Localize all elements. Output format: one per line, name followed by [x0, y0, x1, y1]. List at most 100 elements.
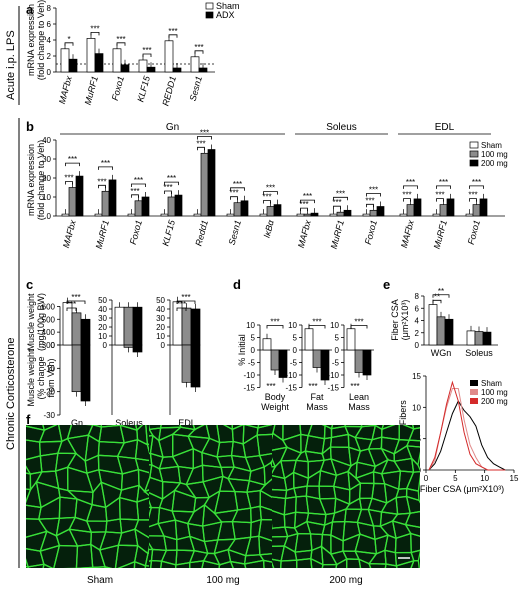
panel-d-y-tick-label: 5 [293, 334, 298, 343]
muscle-fiber-outline [229, 560, 247, 568]
panel-c-y-top-tick-label: 20 [98, 323, 107, 332]
panel-b-bar-100mg [406, 204, 415, 217]
panel-c-sig-stars: *** [177, 300, 186, 309]
panel-d-bar-sham [346, 328, 356, 351]
muscle-fiber-outline [53, 544, 79, 568]
panel-b-bar-sham [296, 213, 305, 217]
panel-a-sig-stars: *** [116, 35, 125, 44]
panel-d-y-tick-label: -10 [285, 371, 297, 380]
muscle-fiber-outline [346, 558, 362, 568]
panel-a-sig-bracket [168, 34, 178, 38]
panel-e-hist-legend-swatch-100mg [470, 389, 478, 395]
panel-d-sig-low: *** [266, 382, 275, 391]
panel-b-category-label: Foxo1 [128, 219, 144, 246]
panel-b-bar-sham [465, 213, 474, 217]
panel-b-sig-stars: *** [163, 183, 172, 192]
panel-a-sig-bracket [64, 42, 74, 46]
panel-d-sig-stars: *** [354, 318, 363, 327]
panel-c-pct-bar-200mg [80, 344, 91, 402]
panel-b-sig-stars: *** [439, 178, 448, 187]
panel-a-legend-label-sham: Sham [216, 1, 240, 11]
panel-a-category-label: KLF15 [135, 74, 152, 103]
panel-d-y-tick-label: -15 [327, 384, 339, 393]
panel-e-y-tick-label: 0 [415, 341, 420, 350]
panel-c-y-bottom-tick-label: -10 [43, 364, 55, 373]
panel-c-weight-bar-100mg [71, 312, 82, 346]
panel-b-bar-sham [193, 213, 202, 217]
muscle-fiber-outline [201, 560, 221, 568]
panel-e-bar-200mg [444, 318, 454, 346]
panel-b-sig-bracket [403, 198, 411, 202]
panel-b-sig-bracket [98, 184, 106, 189]
panel-d-y-tick-label: 5 [335, 334, 340, 343]
panel-b-sig-bracket [197, 136, 212, 140]
muscle-fiber-outline [133, 560, 147, 568]
panel-a-category-label: Sesn1 [188, 75, 204, 102]
muscle-fiber-outline [395, 559, 415, 568]
panel-a-chart: mRNA expression(fold change to Veh) 0 2 4 6 8… [26, 0, 240, 107]
panel-c-sig-bracket [176, 300, 196, 304]
panel-b-sig-stars: *** [406, 178, 415, 187]
panel-c-y-bottom-tick-label: -20 [43, 388, 55, 397]
panel-e-hist-xlabel: Fiber CSA (μm²X10³) [420, 484, 504, 494]
panel-b-legend-label-200mg: 200 mg [481, 159, 508, 168]
panel-d-bar-200mg [362, 349, 372, 376]
panel-c-category-label: Soleus [115, 418, 143, 428]
panel-d-sig-stars: *** [270, 318, 279, 327]
panel-b-sig-stars: *** [435, 191, 444, 200]
panel-d-y-tick-label: -5 [332, 359, 340, 368]
panel-b-category-label: MuRF1 [432, 219, 449, 250]
panel-d-ylabel: % Initial [237, 334, 247, 366]
panel-b-category-label: Foxo1 [363, 219, 379, 246]
panel-c-sig-stars: *** [181, 293, 190, 302]
panel-b-sig-stars: *** [196, 139, 205, 148]
panel-b-ylabel: mRNA expression(fold change to Veh) [26, 140, 46, 221]
muscle-fiber-outline [160, 560, 177, 568]
panel-e-y-tick-label: 8 [415, 292, 420, 301]
panel-d-sig-bracket [308, 325, 326, 329]
panel-e-hist-y-tick-label: 15 [412, 372, 421, 381]
panel-b-sig-stars: *** [167, 174, 176, 183]
panel-d-bar-100mg [270, 349, 280, 371]
panel-e-y-tick-label: 6 [415, 304, 420, 313]
panel-c-pct-bar-100mg [181, 344, 192, 383]
panel-b-sig-bracket [469, 185, 484, 189]
panel-e-bar-sham [466, 330, 476, 346]
muscle-fiber-outline [410, 456, 420, 473]
panel-e-sig-stars: ** [434, 292, 440, 301]
panel-b-bar-100mg [336, 211, 345, 217]
panel-d-y-tick-label: -10 [327, 371, 339, 380]
muscle-fiber-outline [358, 558, 372, 568]
panel-c-pct-bar-200mg [132, 344, 143, 353]
panel-a-bar-adx [198, 67, 208, 73]
panel-e-bar-100mg [474, 331, 484, 346]
panel-e-hist-legend-swatch-sham [470, 380, 478, 386]
muscle-fiber-outline [405, 439, 420, 448]
panel-b-y-tick-label: 40 [42, 136, 51, 145]
panel-a-bar-sham [86, 38, 96, 73]
panel-b-sig-stars: *** [68, 155, 77, 164]
panel-a-sig-bracket [194, 50, 204, 54]
panel-d-sig-low: *** [350, 382, 359, 391]
panel-b-category-label: MAFbx [296, 218, 313, 249]
panel-a-bar-adx [146, 66, 156, 73]
panel-b-sig-stars: *** [369, 186, 378, 195]
panel-c-y-top-tick-label: 600 [42, 302, 56, 311]
panel-b-sig-bracket [197, 146, 205, 151]
panel-b-category-label: Foxo1 [466, 219, 482, 246]
panel-d-sig-low: *** [308, 382, 317, 391]
panel-d-y-tick-label: 10 [246, 321, 255, 330]
panel-b-bar-sham [432, 213, 441, 217]
muscle-fiber-outline [404, 510, 420, 528]
panel-b-sig-bracket [131, 194, 139, 198]
panel-e-bar-100mg [436, 316, 446, 346]
panel-e-hist-y-tick-label: 10 [412, 403, 421, 412]
panel-b-legend-label-100mg: 100 mg [481, 150, 508, 159]
panel-b-sig-stars: *** [262, 193, 271, 202]
panel-b-bar-sham [61, 213, 70, 217]
muscle-fiber-outline [296, 557, 313, 568]
panel-b-category-label: Redd1 [193, 219, 210, 247]
panel-b-category-label: Sesn1 [227, 219, 243, 246]
panel-a-bar-sham [190, 56, 200, 73]
panel-b-bar-100mg [68, 187, 77, 217]
